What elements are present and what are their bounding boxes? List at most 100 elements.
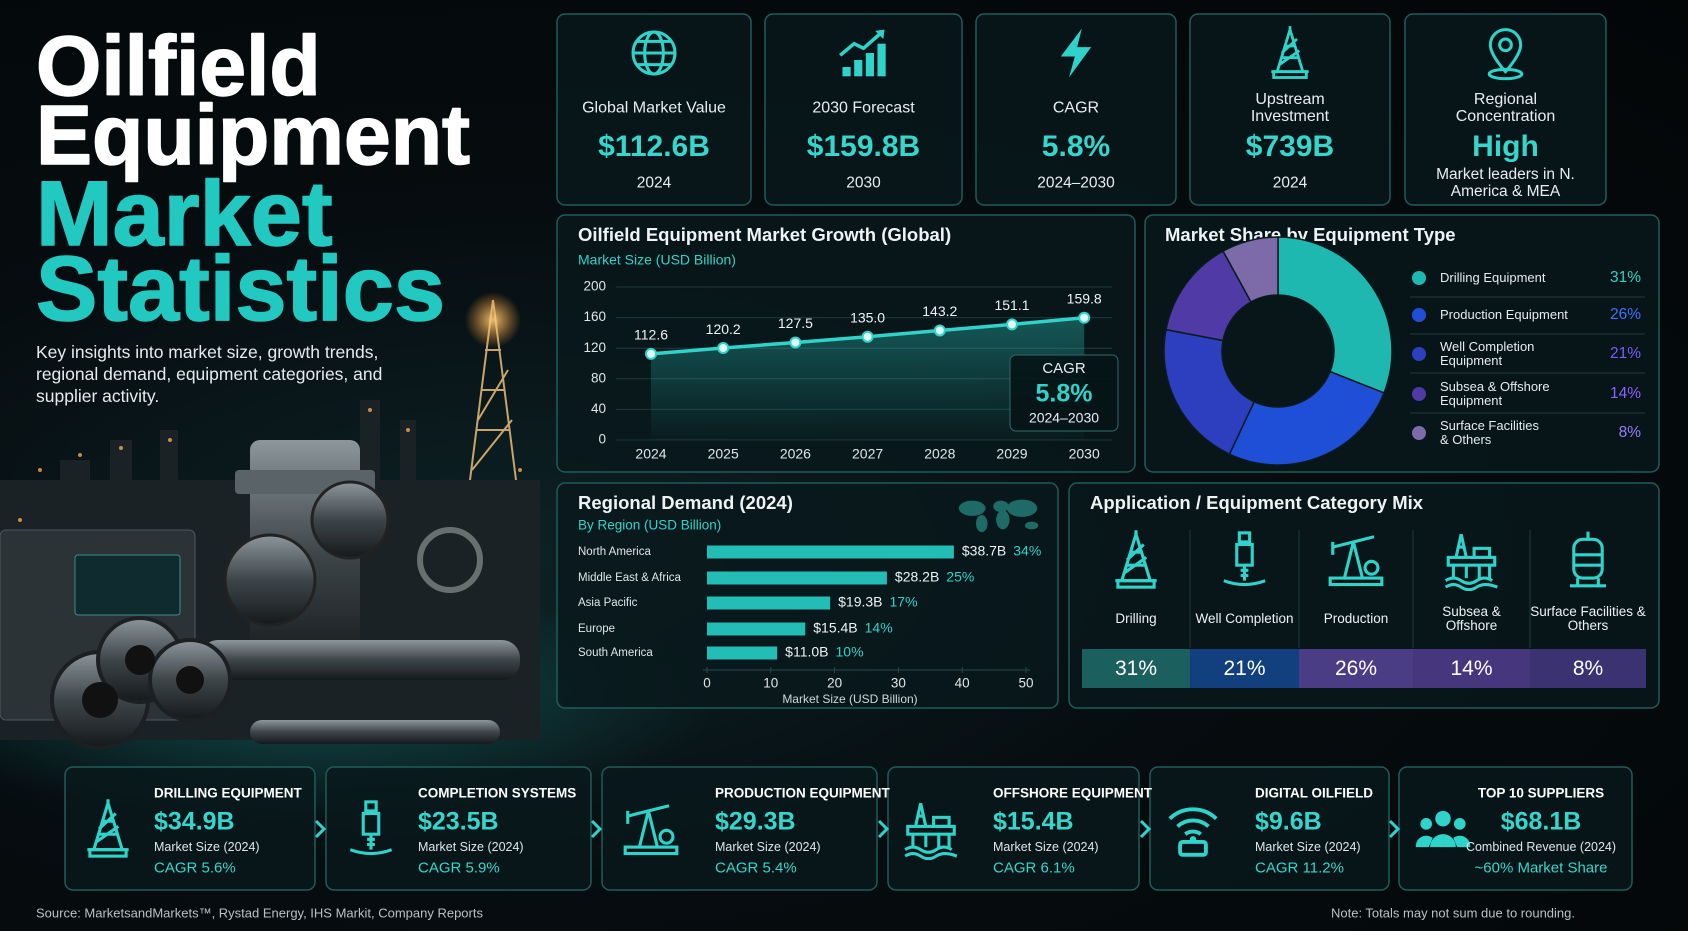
bar [707,571,887,585]
legend-swatch [1412,347,1426,361]
kpi-value: $159.8B [806,130,921,163]
kpi-note: 2030 [846,174,881,192]
category-share: 26% [1334,657,1378,680]
legend-label: Production Equipment [1440,307,1568,322]
legend-label: Drilling Equipment [1440,270,1546,285]
legend-value: 31% [1610,269,1641,286]
x-tick-label: 2027 [852,446,883,462]
segment-title: DIGITAL OILFIELD [1255,785,1373,801]
kpi-value: High [1472,130,1539,163]
machinery [0,440,520,750]
panel [975,13,1177,206]
donut-segment [1228,370,1385,466]
y-tick-label: 80 [591,370,606,385]
segment-growth: CAGR 5.6% [154,859,236,877]
segment-growth: CAGR 6.1% [993,859,1075,877]
segment-value: $29.3B [715,807,796,836]
data-label: $38.7B [962,543,1006,559]
area [651,317,1085,440]
legend-swatch [1412,271,1426,285]
segment-detail: Market Size (2024) [1255,840,1361,854]
share-tile [1530,649,1646,688]
segment-title: DRILLING EQUIPMENT [154,785,302,801]
category-share: 8% [1572,657,1604,680]
x-axis-label: Market Size (USD Billion) [782,692,917,706]
annotation-value: 5.8% [1036,380,1093,408]
title-line: Statistics [36,238,445,340]
x-tick-label: 2028 [924,446,955,462]
segment-title: OFFSHORE EQUIPMENT [993,785,1153,801]
panel [1189,13,1391,206]
y-tick-label: Asia Pacific [578,597,638,609]
chart-title: Market Share by Equipment Type [1165,224,1456,245]
panel [601,766,878,891]
x-tick-label: 50 [1018,676,1033,691]
point [861,330,874,343]
segment-detail: Market Size (2024) [993,840,1099,854]
bar [707,596,831,610]
category-share: 31% [1114,657,1158,680]
source-note: Source: MarketsandMarkets™, Rystad Energ… [36,905,483,921]
chart-subtitle: Market Size (USD Billion) [578,252,736,268]
bar [707,646,778,660]
kpi-label: Global Market Value [582,99,726,117]
refinery-lights [18,408,522,522]
x-tick-label: 30 [891,676,906,691]
segment-title: PRODUCTION EQUIPMENT [715,785,890,801]
chart-subtitle: By Region (USD Billion) [578,518,721,533]
chevron [1388,819,1401,839]
share-tile [1413,649,1530,688]
chevron [1139,819,1152,839]
share-label: 34% [1013,543,1041,559]
legend-value: 21% [1610,345,1641,362]
segment-detail: Market Size (2024) [715,840,821,854]
segment-detail: Combined Revenue (2024) [1465,840,1617,854]
segment-detail: Market Size (2024) [154,840,260,854]
data-label: $11.0B [785,644,828,660]
legend-swatch [1412,387,1426,401]
panel [764,13,963,206]
annotation-period: 2024–2030 [1029,410,1099,426]
kpi-label: 2030 Forecast [812,99,915,117]
y-tick-label: Europe [578,623,615,635]
donut-segment [1163,328,1256,456]
title-line: Equipment [36,88,470,182]
chevron [877,819,890,839]
data-label: $19.3B [838,594,882,610]
data-label: 135.0 [850,309,885,325]
category-label: Surface Facilities & Others [1530,604,1646,633]
panel [325,766,592,891]
segment-value: $68.1B [1500,807,1582,836]
data-label: 120.2 [706,321,741,337]
kpi-label: Regional Concentration [1455,91,1556,125]
legend-swatch [1412,308,1426,322]
kpi-note: 2024 [636,174,672,192]
panel [556,13,752,206]
category-label: Drilling [1115,611,1157,626]
annotation-box [1009,354,1119,432]
donut-segment [1277,236,1393,394]
panel [1404,13,1607,206]
point [933,324,946,337]
point [1078,311,1091,324]
kpi-label: CAGR [1052,99,1100,117]
x-tick-label: 2024 [635,446,666,462]
kpi-note: 2024–2030 [1037,174,1115,192]
segment-growth: CAGR 5.9% [418,859,500,877]
legend-value: 26% [1610,306,1641,323]
chart-title: Oilfield Equipment Market Growth (Global… [578,224,951,245]
kpi-value: $739B [1245,130,1335,163]
x-tick-label: 2026 [780,446,811,462]
x-tick-label: 10 [763,676,778,691]
data-label: 112.6 [634,327,668,343]
title-line: Market [36,163,333,265]
category-label: Subsea & Offshore [1442,604,1501,633]
y-tick-label: 0 [598,432,606,447]
subtitle: Key insights into market size, growth tr… [36,342,383,406]
share-label: 10% [836,644,864,660]
kpi-value: 5.8% [1041,130,1111,163]
segment-title: COMPLETION SYSTEMS [418,785,577,801]
category-label: Well Completion [1195,611,1294,626]
panel [556,482,1059,709]
